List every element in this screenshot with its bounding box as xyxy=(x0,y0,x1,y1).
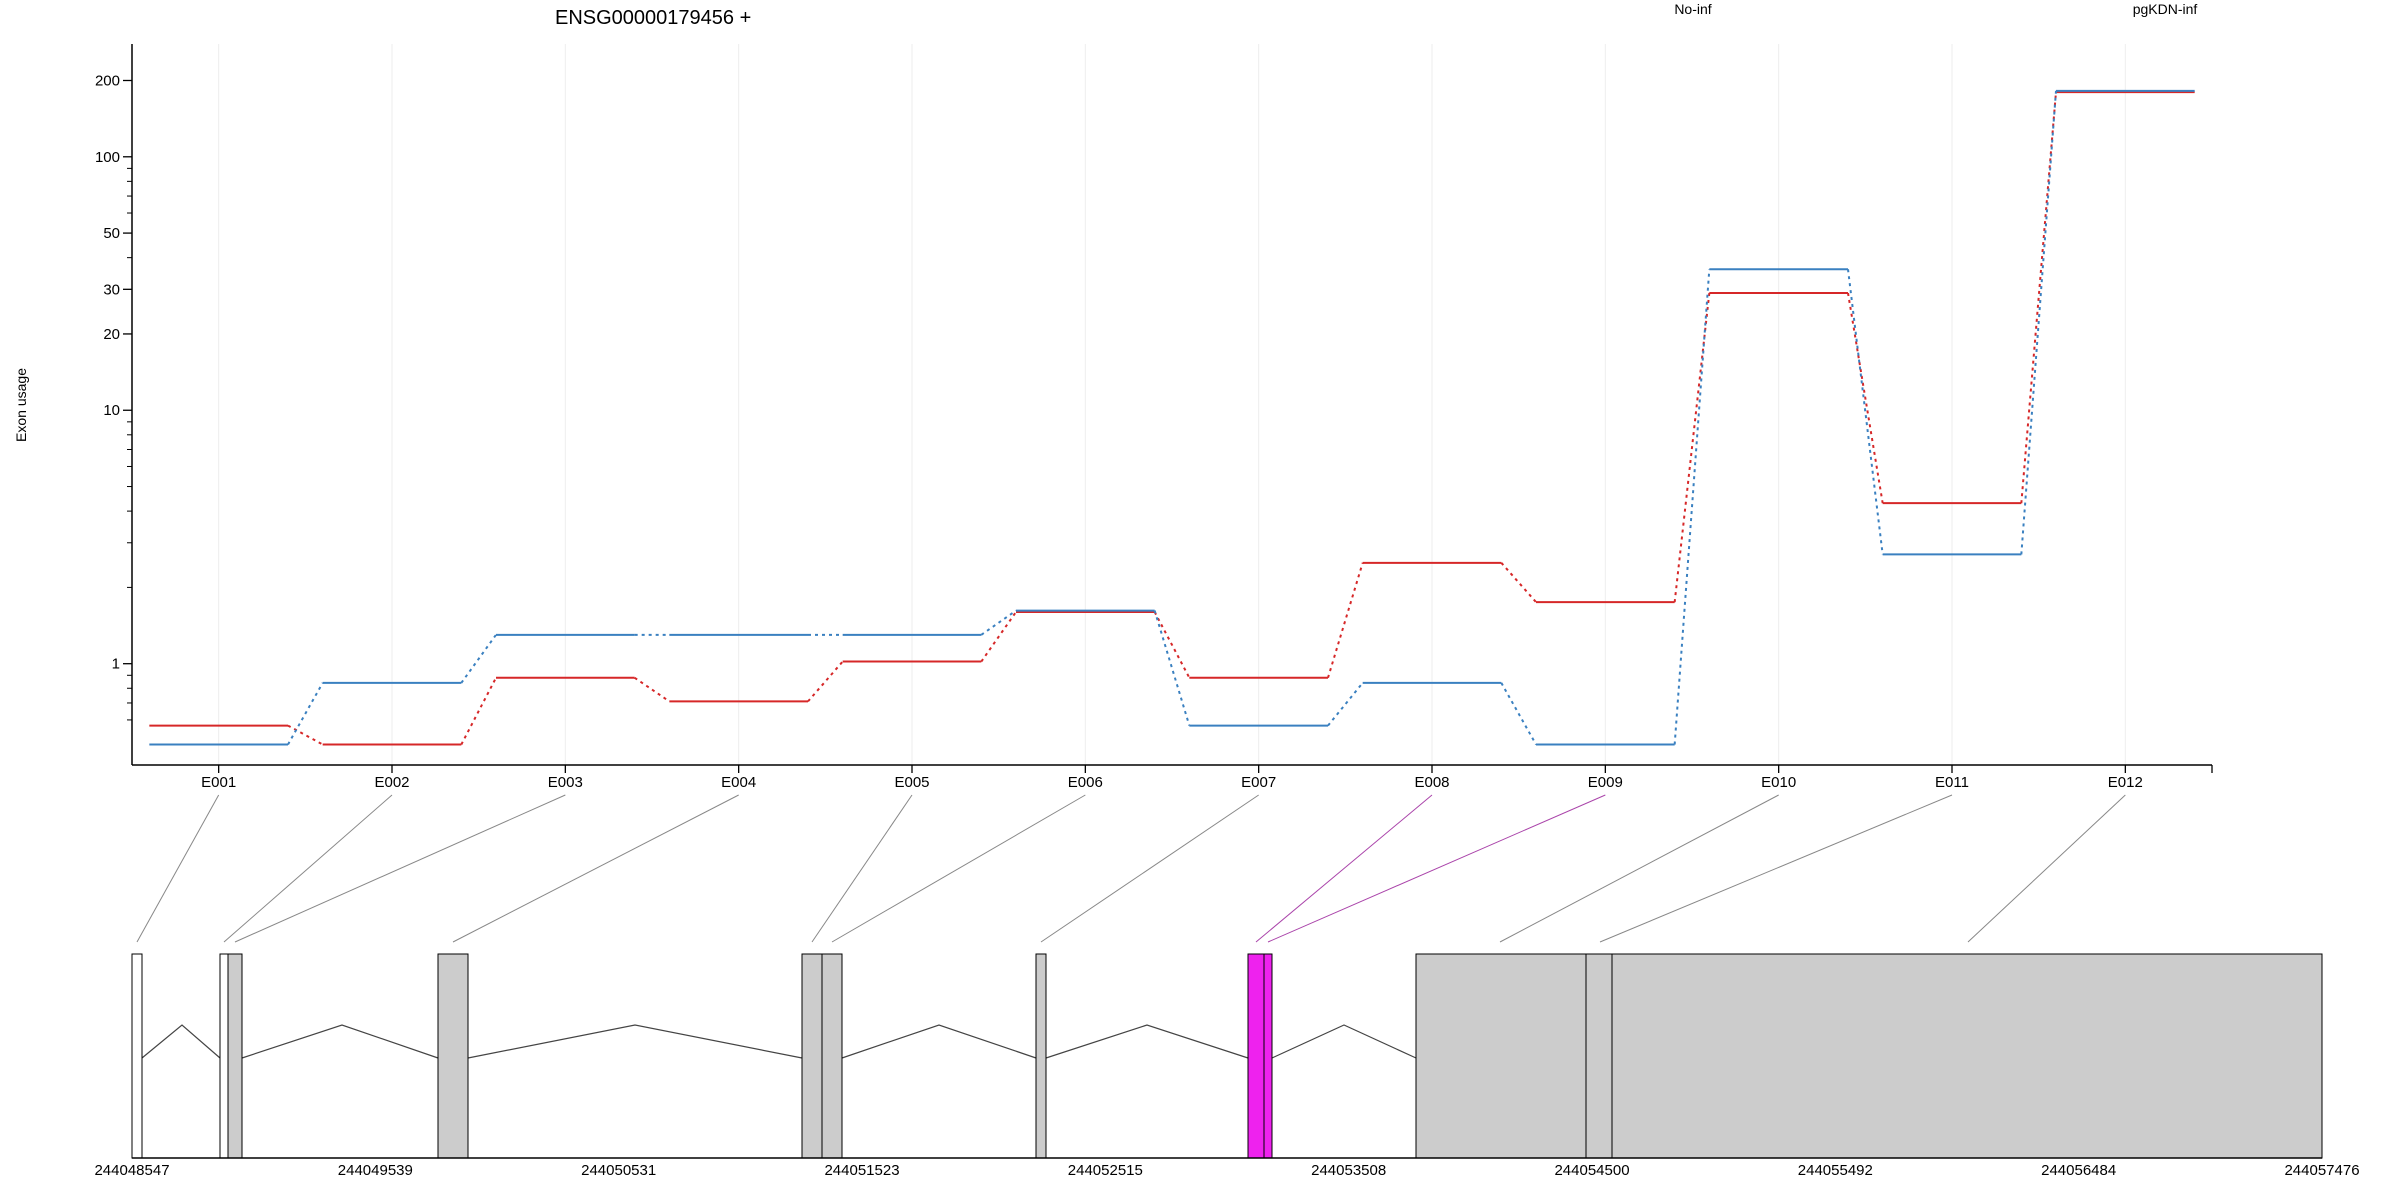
intron-1 xyxy=(141,1024,221,1059)
genomic-tick-label-4: 244052515 xyxy=(1068,1162,1143,1179)
connector-e005 xyxy=(811,794,913,943)
transition-no-inf-2 xyxy=(460,677,497,745)
y-tick-label-20: 20 xyxy=(103,326,120,343)
x-tick-label-e009: E009 xyxy=(1588,774,1623,791)
genomic-tick-label-3: 244051523 xyxy=(824,1162,899,1179)
transition-pgkdn-inf-8 xyxy=(1500,682,1537,745)
exon-box-7 xyxy=(1035,953,1047,1159)
intron-4 xyxy=(841,1024,1037,1059)
x-tick-label-e005: E005 xyxy=(894,774,929,791)
genomic-tick-label-6: 244054500 xyxy=(1554,1162,1629,1179)
x-tick-label-e012: E012 xyxy=(2108,774,2143,791)
grid xyxy=(218,44,2126,765)
transition-no-inf-8 xyxy=(1500,562,1537,603)
y-tick-label-100: 100 xyxy=(95,149,120,166)
legend: No-inf pgKDN-inf xyxy=(1674,1,2197,17)
gene-model xyxy=(131,953,2323,1159)
exon-box-6 xyxy=(821,953,843,1159)
transition-no-inf-6 xyxy=(1153,611,1191,679)
x-tick-label-e010: E010 xyxy=(1761,774,1796,791)
x-tick-label-e008: E008 xyxy=(1414,774,1449,791)
x-tick-label-e006: E006 xyxy=(1068,774,1103,791)
y-axis-label: Exon usage xyxy=(13,368,29,442)
genomic-axis: 244048547 244049539 244050531 244051523 2440… xyxy=(94,1157,2360,1179)
genomic-tick-label-8: 244056484 xyxy=(2041,1162,2116,1179)
intron-5 xyxy=(1045,1024,1249,1059)
transition-no-inf-5 xyxy=(980,611,1017,663)
exon-box-1 xyxy=(131,953,143,1159)
connector-e006 xyxy=(831,794,1086,943)
y-tick-label-10: 10 xyxy=(103,402,120,419)
chart-title: ENSG00000179456 + xyxy=(555,7,751,29)
intron-6 xyxy=(1271,1024,1417,1059)
genomic-tick-label-1: 244049539 xyxy=(338,1162,413,1179)
axes: 1 10 20 30 50 100 200 E001 E002 E003 E004 E005 E006 E… xyxy=(95,44,2213,791)
genomic-tick-label-0: 244048547 xyxy=(94,1162,169,1179)
legend-no-inf: No-inf xyxy=(1674,1,1711,17)
y-tick-label-200: 200 xyxy=(95,72,120,89)
connector-e008 xyxy=(1255,794,1433,943)
x-tick-label-e002: E002 xyxy=(374,774,409,791)
transition-no-inf-7 xyxy=(1327,562,1364,679)
transition-no-inf-3 xyxy=(634,676,670,703)
transition-pgkdn-inf-5 xyxy=(980,609,1017,636)
legend-pgkdn-inf: pgKDN-inf xyxy=(2133,1,2198,17)
exon-connectors xyxy=(136,794,2126,943)
transition-no-inf-4 xyxy=(807,660,844,703)
transition-no-inf-1 xyxy=(287,724,324,746)
exon-box-11 xyxy=(1585,953,1613,1159)
exon-box-9 xyxy=(1263,953,1273,1159)
x-tick-label-e004: E004 xyxy=(721,774,756,791)
exon-box-12 xyxy=(1611,953,2323,1159)
transition-pgkdn-inf-9 xyxy=(1673,269,1711,745)
connector-e001 xyxy=(136,794,220,943)
transition-pgkdn-inf-2 xyxy=(460,634,497,684)
transition-pgkdn-inf-11 xyxy=(2020,90,2057,555)
connector-e002 xyxy=(223,794,393,943)
series-lines xyxy=(149,89,2195,746)
series-no-inf xyxy=(149,91,2195,746)
series-pgkdn-inf xyxy=(149,89,2195,746)
transition-pgkdn-inf-6 xyxy=(1153,610,1191,726)
transition-pgkdn-inf-10 xyxy=(1847,269,1884,555)
exon-box-4 xyxy=(437,953,469,1159)
transition-pgkdn-inf-7 xyxy=(1327,682,1364,727)
y-tick-label-30: 30 xyxy=(103,281,120,298)
genomic-tick-label-9: 244057476 xyxy=(2284,1162,2359,1179)
connector-e003 xyxy=(234,794,566,943)
exon-box-3 xyxy=(227,953,243,1159)
connector-e007 xyxy=(1040,794,1259,943)
connector-e012 xyxy=(1967,794,2126,943)
genomic-tick-label-2: 244050531 xyxy=(581,1162,656,1179)
transition-no-inf-10 xyxy=(1847,292,1884,504)
exon-box-8 xyxy=(1247,953,1265,1159)
x-tick-label-e011: E011 xyxy=(1935,774,1969,791)
y-tick-label-50: 50 xyxy=(103,225,120,242)
intron-2 xyxy=(241,1024,439,1059)
connector-e010 xyxy=(1499,794,1779,943)
connector-e004 xyxy=(452,794,739,943)
y-tick-label-1: 1 xyxy=(112,656,120,673)
genomic-tick-label-5: 244053508 xyxy=(1311,1162,1386,1179)
x-tick-label-e003: E003 xyxy=(548,774,583,791)
connector-e009 xyxy=(1267,794,1606,943)
exon-box-10 xyxy=(1415,953,1587,1159)
connector-e011 xyxy=(1599,794,1953,943)
exon-box-5 xyxy=(801,953,823,1159)
exon-box-2 xyxy=(219,953,229,1159)
transition-pgkdn-inf-1 xyxy=(287,682,324,745)
x-tick-label-e001: E001 xyxy=(201,774,236,791)
x-tick-label-e007: E007 xyxy=(1241,774,1276,791)
intron-3 xyxy=(467,1024,803,1059)
genomic-tick-label-7: 244055492 xyxy=(1798,1162,1873,1179)
